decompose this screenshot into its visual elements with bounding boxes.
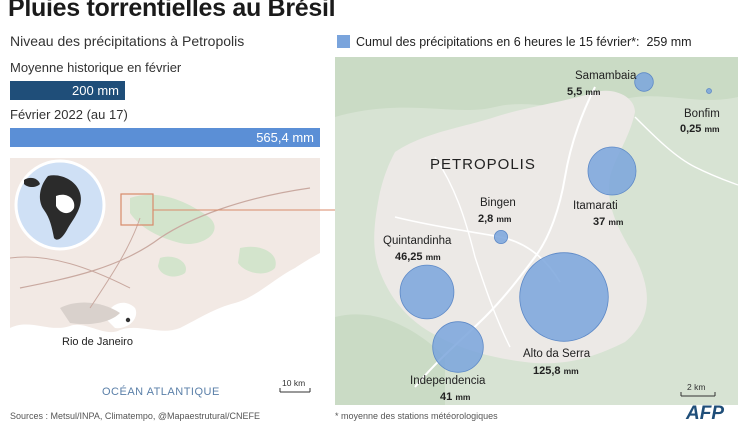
station-name-bonfim: Bonfim bbox=[684, 108, 720, 120]
brazil-shape bbox=[56, 194, 75, 214]
station-name-independencia: Independencia bbox=[410, 375, 486, 387]
road-northeast bbox=[634, 116, 738, 186]
urban-area bbox=[60, 302, 120, 325]
road-1 bbox=[19, 187, 311, 289]
historical-label: Moyenne historique en février bbox=[10, 60, 182, 75]
rio-label: Rio de Janeiro bbox=[62, 336, 133, 348]
green-area-3 bbox=[158, 256, 186, 277]
station-independencia: Independencia 41 mm bbox=[410, 321, 486, 403]
station-name-quintandinha: Quintandinha bbox=[383, 235, 452, 247]
rio-marker bbox=[125, 317, 131, 323]
left-scale-label: 10 km bbox=[282, 378, 305, 388]
station-itamarati: Itamarati 37 mm bbox=[573, 146, 637, 228]
station-name-itamarati: Itamarati bbox=[573, 200, 618, 212]
station-bubble-samambaia bbox=[634, 72, 654, 92]
station-value-bingen: 2,8 mm bbox=[478, 213, 512, 225]
station-bingen: Bingen 2,8 mm bbox=[478, 197, 516, 244]
station-alto-da-serra: Alto da Serra 125,8 mm bbox=[519, 252, 609, 377]
terrain-southwest bbox=[335, 314, 445, 405]
sources-footer: Sources : Metsul/INPA, Climatempo, @Mapa… bbox=[10, 411, 261, 421]
historical-bar: 200 mm bbox=[10, 81, 125, 100]
station-bubble-quintandinha bbox=[399, 264, 455, 320]
ocean-area bbox=[10, 253, 320, 405]
current-label: Février 2022 (au 17) bbox=[10, 107, 128, 122]
station-name-bingen: Bingen bbox=[480, 197, 516, 209]
ocean-label: OCÉAN ATLANTIQUE bbox=[102, 385, 220, 398]
regional-map: Rio de Janeiro OCÉAN ATLANTIQUE 10 km bbox=[10, 158, 320, 405]
station-name-alto-da-serra: Alto da Serra bbox=[523, 348, 591, 360]
station-name-samambaia: Samambaia bbox=[575, 70, 637, 82]
station-value-samambaia: 5,5 mm bbox=[567, 86, 601, 98]
green-area-1 bbox=[130, 194, 215, 244]
station-bubble-bonfim bbox=[706, 88, 712, 94]
legend: Cumul des précipitations en 6 heures le … bbox=[337, 35, 692, 49]
road-2 bbox=[89, 217, 141, 309]
road-3 bbox=[10, 256, 131, 289]
north-america-shape bbox=[24, 177, 40, 187]
station-value-independencia: 41 mm bbox=[440, 391, 471, 403]
footnote: * moyenne des stations météorologiques bbox=[335, 411, 498, 421]
terrain-north bbox=[335, 57, 738, 117]
station-bubble-itamarati bbox=[587, 146, 637, 196]
station-value-alto-da-serra: 125,8 mm bbox=[533, 365, 579, 377]
afp-logo: AFP bbox=[686, 403, 724, 424]
green-area-2 bbox=[238, 246, 276, 274]
station-samambaia: Samambaia 5,5 mm bbox=[567, 70, 654, 98]
petropolis-map: PETROPOLIS Samambaia 5,5 mm Bonfim 0,25 … bbox=[335, 57, 738, 405]
station-bubble-independencia bbox=[432, 321, 484, 373]
station-value-quintandinha: 46,25 mm bbox=[395, 251, 441, 263]
station-bubble-alto-da-serra bbox=[519, 252, 609, 342]
chart-subtitle: Niveau des précipitations à Petropolis bbox=[10, 33, 245, 49]
station-bubble-bingen bbox=[493, 229, 508, 244]
right-scale-label: 2 km bbox=[687, 382, 705, 392]
station-quintandinha: Quintandinha 46,25 mm bbox=[383, 235, 455, 320]
station-value-itamarati: 37 mm bbox=[593, 216, 624, 228]
station-value-bonfim: 0,25 mm bbox=[680, 123, 720, 135]
page-title: Pluies torrentielles au Brésil bbox=[8, 0, 336, 22]
legend-swatch bbox=[337, 35, 350, 48]
station-bonfim: Bonfim 0,25 mm bbox=[680, 88, 720, 135]
legend-value: 259 mm bbox=[646, 35, 692, 49]
road-north-south bbox=[434, 156, 511, 348]
current-bar: 565,4 mm bbox=[10, 128, 320, 147]
legend-text: Cumul des précipitations en 6 heures le … bbox=[356, 35, 640, 49]
petropolis-label: PETROPOLIS bbox=[430, 156, 536, 173]
